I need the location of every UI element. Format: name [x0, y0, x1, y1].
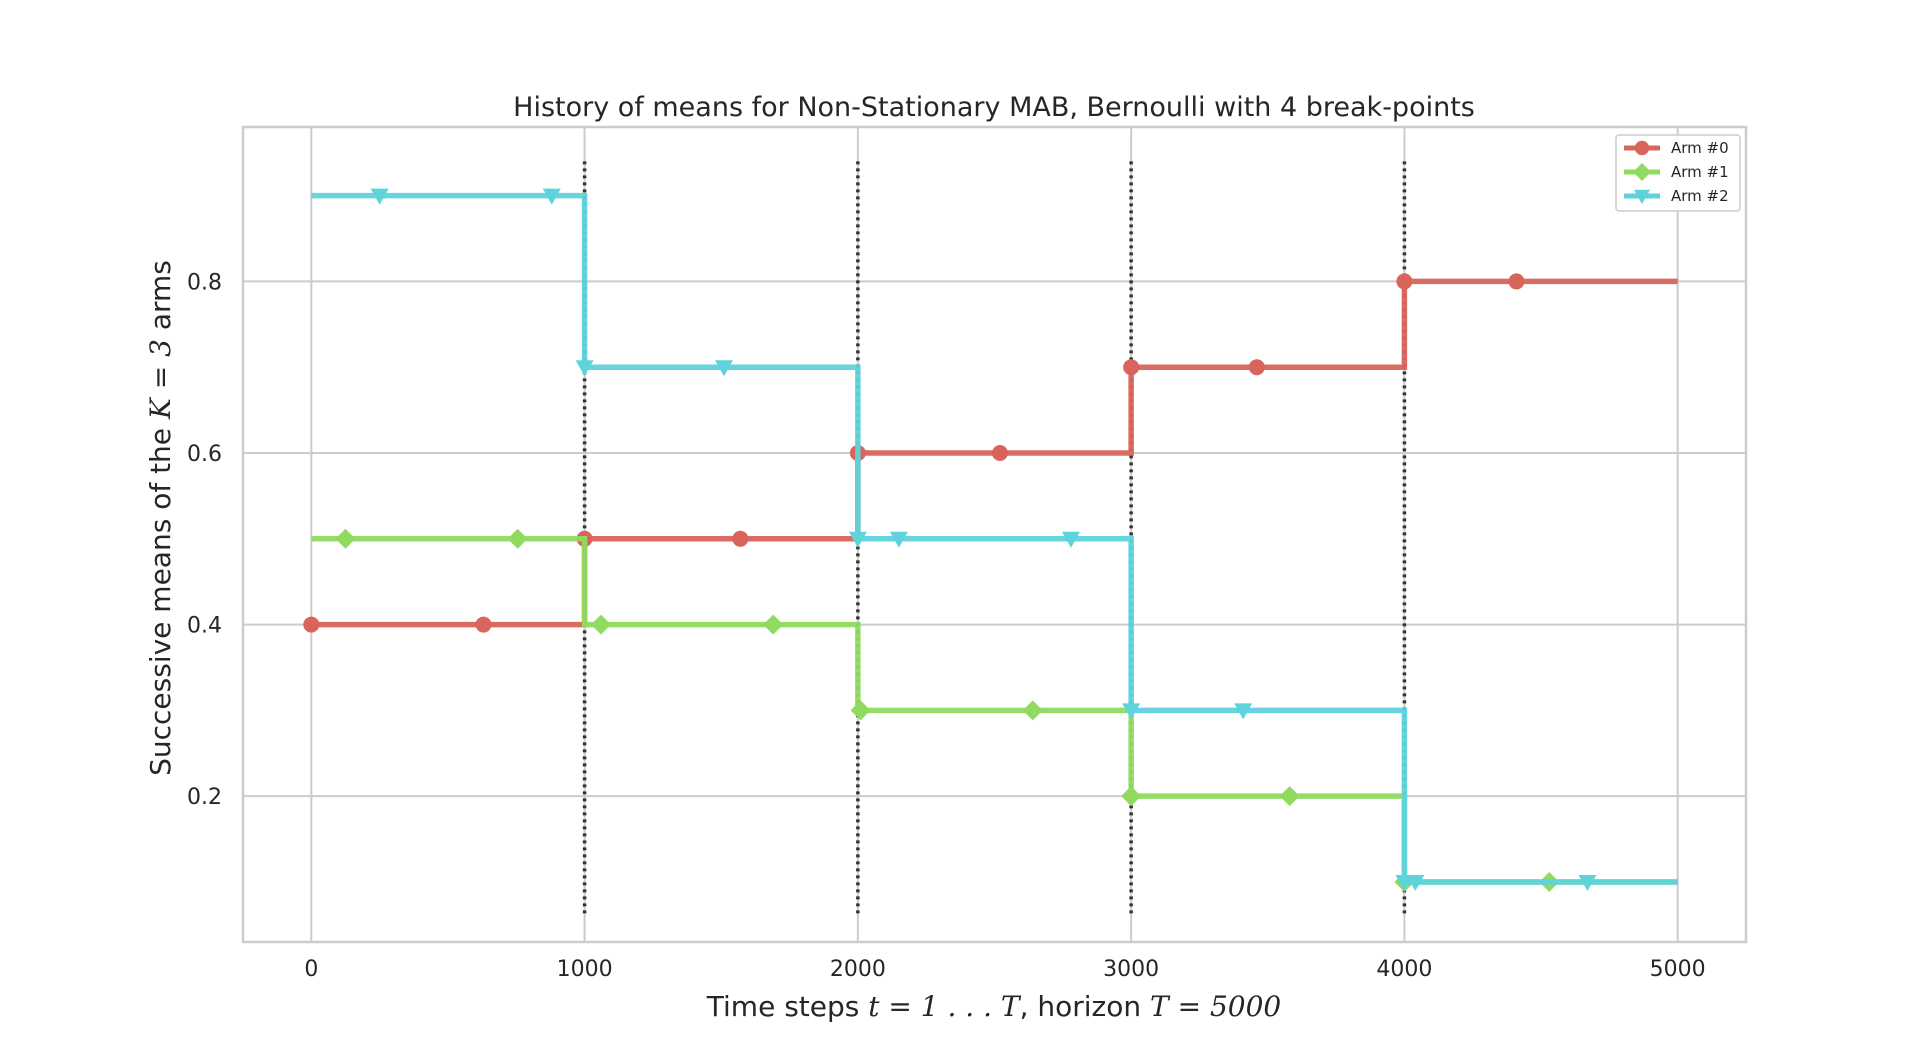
series-0-marker-8: [1396, 273, 1413, 290]
x-axis-label-math-range: t = 1 . . . T: [868, 990, 1022, 1023]
x-axis-label: Time steps t = 1 . . . T, horizon T = 50…: [706, 990, 1281, 1023]
x-tick-label-5000: 5000: [1650, 957, 1706, 982]
series-1-marker-6: [1121, 786, 1142, 807]
legend-marker-0: [1634, 140, 1650, 156]
series-2-marker-4: [848, 531, 867, 548]
x-axis-label-math-horizon: T = 5000: [1150, 990, 1281, 1023]
legend-items: Arm #0 Arm #1 Arm #2: [1624, 139, 1729, 205]
series-2-marker-0: [370, 188, 389, 205]
y-tick-label-0.4: 0.4: [187, 614, 222, 639]
x-tick-label-3000: 3000: [1103, 957, 1159, 982]
series-0-marker-7: [1248, 359, 1265, 376]
series-2-marker-2: [575, 360, 594, 377]
x-tick-labels: 0 1000 2000 3000 4000 5000: [304, 957, 1705, 982]
series-0-marker-0: [303, 616, 320, 633]
series-0-marker-9: [1508, 273, 1525, 290]
series-2-marker-5: [889, 531, 908, 548]
chart-title: History of means for Non-Stationary MAB,…: [513, 92, 1475, 123]
series-2-marker-1: [542, 188, 561, 205]
legend-marker-2: [1633, 189, 1651, 205]
legend-item-1: Arm #1: [1624, 163, 1729, 181]
series-1-marker-4: [850, 700, 871, 721]
y-tick-labels: 0.2 0.4 0.6 0.8: [187, 270, 222, 810]
x-tick-label-4000: 4000: [1376, 957, 1432, 982]
series-2-marker-6: [1062, 531, 1081, 548]
legend-marker-1: [1633, 163, 1651, 181]
y-tick-label-0.2: 0.2: [187, 785, 222, 810]
series-2-marker-7: [1122, 703, 1141, 720]
y-tick-label-0.8: 0.8: [187, 270, 222, 295]
series-1-marker-5: [1022, 700, 1043, 721]
legend-label-0: Arm #0: [1671, 139, 1729, 157]
series-1-marker-2: [590, 614, 611, 635]
series-2-marker-8: [1234, 703, 1253, 720]
x-tick-label-1000: 1000: [557, 957, 613, 982]
series-2-marker-3: [714, 360, 733, 377]
x-tick-label-2000: 2000: [830, 957, 886, 982]
series-0-marker-5: [991, 445, 1008, 461]
series-0-marker-3: [732, 530, 749, 547]
y-axis-label: Successive means of the K = 3 arms: [144, 260, 177, 776]
x-tick-label-0: 0: [304, 957, 318, 982]
series-0-marker-1: [475, 616, 492, 633]
series-2-marker-10: [1406, 874, 1425, 891]
series-line-2: [311, 192, 1678, 885]
plot-frame: [241, 125, 1748, 944]
legend-label-1: Arm #1: [1671, 163, 1729, 181]
y-axis-label-math: K = 3: [144, 339, 177, 420]
series-1-marker-3: [763, 614, 784, 635]
series-2-marker-11: [1578, 874, 1597, 891]
y-axis-label-suffix: arms: [144, 260, 177, 339]
legend: Arm #0 Arm #1 Arm #2: [1615, 134, 1741, 212]
series-0-marker-6: [1123, 359, 1140, 376]
series-1-marker-7: [1279, 786, 1300, 807]
y-tick-label-0.6: 0.6: [187, 442, 222, 467]
series-group: [303, 188, 1678, 892]
y-axis-label-prefix: Successive means of the: [144, 419, 177, 776]
legend-item-2: Arm #2: [1624, 187, 1729, 205]
x-axis-label-middle: , horizon: [1020, 990, 1150, 1023]
series-1-marker-1: [507, 528, 528, 549]
legend-item-0: Arm #0: [1624, 139, 1729, 157]
series-2: [311, 188, 1678, 891]
legend-label-2: Arm #2: [1671, 187, 1729, 205]
x-axis-label-prefix: Time steps: [706, 990, 868, 1023]
series-1-marker-0: [335, 528, 356, 549]
